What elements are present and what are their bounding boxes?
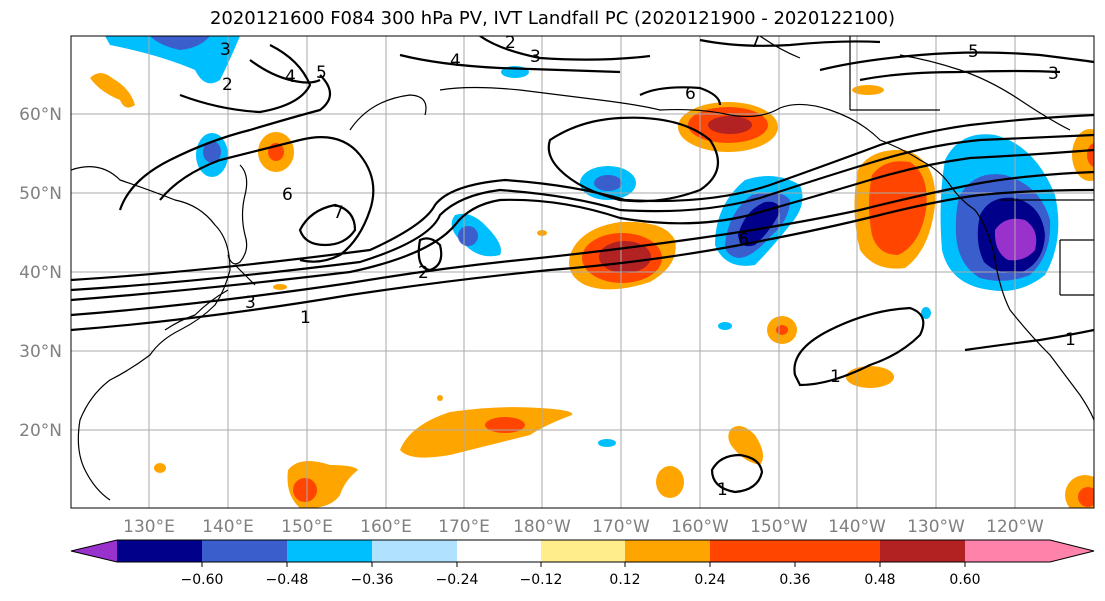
positive-anomaly-area — [846, 366, 894, 388]
negative-anomaly-area — [994, 218, 1037, 261]
contour-label: 1 — [717, 480, 728, 500]
lat-tick: 30°N — [19, 342, 62, 362]
ivt-contours — [71, 36, 1094, 494]
contour-label: 5 — [968, 42, 979, 62]
colorbar-segment — [795, 540, 880, 562]
positive-anomaly-area — [728, 426, 764, 465]
colorbar-segment — [372, 540, 457, 562]
contour-label: 7 — [333, 203, 344, 223]
contour-label: 5 — [316, 63, 327, 83]
positive-anomaly-area — [154, 463, 166, 473]
positive-anomaly-area — [776, 325, 788, 335]
contour-label: 1 — [830, 367, 841, 387]
positive-anomaly-area — [852, 85, 884, 95]
contour-label: 2 — [418, 263, 429, 283]
lat-tick: 60°N — [19, 105, 62, 125]
colorbar-label: 0.24 — [694, 572, 725, 588]
contour-label: 3 — [245, 293, 256, 313]
colorbar-label: 0.36 — [779, 572, 810, 588]
negative-anomaly-area — [150, 36, 210, 50]
colorbar-label: −0.48 — [266, 572, 309, 588]
colorbar-segment — [457, 540, 541, 562]
positive-anomaly-area — [293, 478, 317, 502]
colorbar-segment — [202, 540, 287, 562]
contour-label: 6 — [738, 230, 749, 250]
contour-label: 3 — [220, 40, 231, 60]
lon-tick: 170°E — [438, 517, 490, 537]
colorbar-label: −0.24 — [436, 572, 479, 588]
negative-anomaly-area — [203, 141, 221, 163]
colorbar-label: 0.48 — [864, 572, 895, 588]
positive-anomaly-area — [869, 161, 927, 255]
contour-label: 4 — [450, 51, 461, 71]
positive-anomaly-area — [656, 466, 684, 498]
negative-anomaly-area — [105, 36, 240, 84]
positive-anomaly-area — [400, 407, 573, 458]
lat-tick: 20°N — [19, 421, 62, 441]
colorbar-label: −0.36 — [351, 572, 394, 588]
negative-anomaly-area — [921, 307, 931, 319]
contour-label: 6 — [685, 84, 696, 104]
lon-tick: 180°W — [513, 517, 571, 537]
lat-tick: 40°N — [19, 263, 62, 283]
negative-anomaly-area — [458, 226, 478, 246]
lon-tick: 140°W — [828, 517, 886, 537]
negative-anomaly-area — [718, 322, 732, 330]
colorbar-segment — [625, 540, 710, 562]
lon-tick: 130°E — [123, 517, 175, 537]
positive-anomaly-area — [708, 116, 752, 134]
contour-label: 3 — [530, 47, 541, 67]
coastlines — [71, 36, 1094, 501]
lon-tick: 150°E — [281, 517, 333, 537]
negative-anomaly-area — [594, 175, 622, 191]
lon-tick: 120°W — [986, 517, 1044, 537]
lon-tick: 150°W — [750, 517, 808, 537]
colorbar-segment — [287, 540, 372, 562]
colorbar-label: −0.60 — [181, 572, 224, 588]
contour-label: 2 — [505, 33, 516, 53]
contour-label: 1 — [1065, 330, 1076, 350]
positive-anomaly-area — [1078, 487, 1094, 507]
positive-anomaly-area — [273, 284, 287, 290]
lon-tick: 140°E — [202, 517, 254, 537]
map-title: 2020121600 F084 300 hPa PV, IVT Landfall… — [209, 8, 896, 29]
contour-label: 2 — [222, 75, 233, 95]
contour-labels: 3 2 4 5 2 3 4 7 5 3 6 6 7 2 3 1 6 1 1 1 — [220, 32, 1076, 500]
positive-anomaly-area — [485, 417, 525, 433]
contour-label: 1 — [300, 308, 311, 328]
lon-tick: 160°E — [360, 517, 412, 537]
colorbar-segment — [710, 540, 795, 562]
latitude-labels: 60°N 50°N 40°N 30°N 20°N — [19, 105, 62, 441]
colorbar-label: −0.12 — [520, 572, 563, 588]
positive-anomaly-area — [1072, 129, 1094, 181]
lat-tick: 50°N — [19, 184, 62, 204]
shading-layer — [90, 36, 1094, 508]
positive-anomaly-area — [90, 73, 135, 108]
contour-label: 3 — [1048, 64, 1059, 84]
lon-tick: 170°W — [592, 517, 650, 537]
colorbar-segment — [117, 540, 202, 562]
map-frame — [70, 35, 1095, 509]
colorbar-label: 0.60 — [949, 572, 980, 588]
longitude-labels: 130°E 140°E 150°E 160°E 170°E 180°W 170°… — [123, 517, 1044, 537]
colorbar-extend-high — [965, 540, 1094, 562]
colorbar-segment — [880, 540, 965, 562]
negative-anomaly-area — [598, 439, 616, 447]
colorbar-extend-low — [71, 540, 117, 562]
contour-label: 6 — [282, 185, 293, 205]
negative-anomaly-area — [738, 201, 780, 247]
lon-tick: 160°W — [671, 517, 729, 537]
lon-tick: 130°W — [907, 517, 965, 537]
positive-anomaly-area — [1087, 143, 1094, 167]
colorbar-segment — [541, 540, 625, 562]
colorbar-label: 0.12 — [609, 572, 640, 588]
contour-label: 7 — [750, 32, 761, 52]
colorbar: −0.60 −0.48 −0.36 −0.24 −0.12 0.12 0.24 … — [70, 539, 1095, 588]
positive-anomaly-area — [437, 395, 443, 401]
colorbar-outline — [70, 539, 1095, 563]
contour-label: 4 — [285, 67, 296, 87]
